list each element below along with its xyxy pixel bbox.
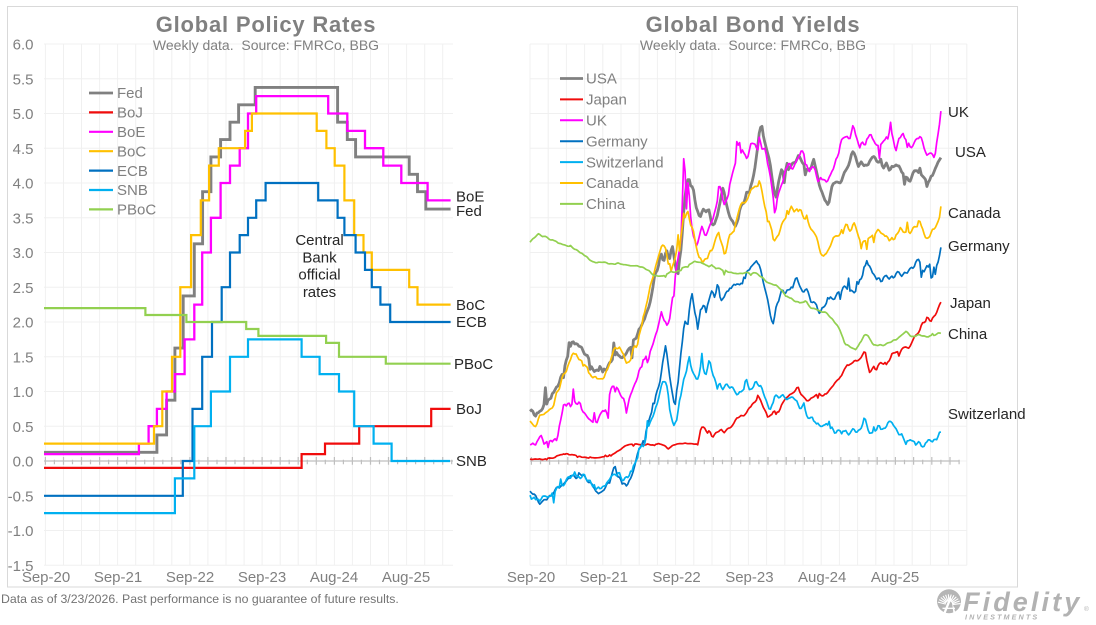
svg-text:INVESTMENTS: INVESTMENTS	[965, 613, 1039, 622]
svg-text:0.0: 0.0	[13, 454, 34, 471]
svg-text:Central: Central	[295, 232, 343, 249]
svg-text:Japan: Japan	[950, 295, 991, 312]
svg-text:®: ®	[1084, 605, 1089, 613]
svg-text:China: China	[948, 326, 988, 343]
svg-text:-1.5: -1.5	[8, 558, 34, 575]
svg-text:UK: UK	[586, 113, 607, 130]
svg-text:BoC: BoC	[456, 297, 485, 314]
svg-text:-0.5: -0.5	[8, 488, 34, 505]
svg-text:Sep-23: Sep-23	[725, 569, 773, 586]
svg-text:Japan: Japan	[586, 92, 627, 109]
svg-text:Aug-25: Aug-25	[382, 569, 430, 586]
svg-text:BoE: BoE	[456, 189, 484, 206]
svg-text:PBoC: PBoC	[454, 356, 493, 373]
svg-text:5.0: 5.0	[13, 106, 34, 123]
svg-text:BoJ: BoJ	[456, 401, 482, 418]
svg-text:Weekly data. Source: FMRCo, B: Weekly data. Source: FMRCo, BBG	[640, 37, 866, 53]
svg-text:Data as of 3/23/2026. Past per: Data as of 3/23/2026. Past performance i…	[1, 592, 399, 606]
svg-text:Switzerland: Switzerland	[586, 154, 664, 171]
svg-text:Fidelity: Fidelity	[963, 587, 1082, 617]
svg-text:3.5: 3.5	[13, 210, 34, 227]
svg-text:SNB: SNB	[117, 182, 148, 199]
svg-text:Aug-24: Aug-24	[310, 569, 358, 586]
svg-text:Switzerland: Switzerland	[948, 406, 1026, 423]
svg-text:China: China	[586, 196, 626, 213]
svg-text:rates: rates	[303, 284, 336, 301]
svg-text:Weekly data. Source: FMRCo, B: Weekly data. Source: FMRCo, BBG	[153, 37, 379, 53]
svg-text:Aug-25: Aug-25	[871, 569, 919, 586]
svg-text:Germany: Germany	[948, 238, 1010, 255]
svg-text:Sep-20: Sep-20	[507, 569, 555, 586]
svg-text:Sep-22: Sep-22	[166, 569, 214, 586]
svg-text:-1.0: -1.0	[8, 523, 34, 540]
svg-text:0.5: 0.5	[13, 419, 34, 436]
svg-text:official: official	[298, 267, 340, 284]
svg-text:Sep-21: Sep-21	[94, 569, 142, 586]
svg-text:UK: UK	[948, 104, 969, 121]
svg-text:Canada: Canada	[948, 205, 1001, 222]
svg-text:Sep-23: Sep-23	[238, 569, 286, 586]
svg-text:5.5: 5.5	[13, 71, 34, 88]
svg-text:Canada: Canada	[586, 175, 639, 192]
svg-text:BoJ: BoJ	[117, 105, 143, 122]
svg-text:PBoC: PBoC	[117, 202, 156, 219]
svg-text:BoE: BoE	[117, 124, 145, 141]
svg-text:ECB: ECB	[456, 314, 487, 331]
svg-text:1.0: 1.0	[13, 384, 34, 401]
svg-text:Sep-22: Sep-22	[652, 569, 700, 586]
svg-text:Sep-21: Sep-21	[580, 569, 628, 586]
svg-text:Fed: Fed	[117, 85, 143, 102]
svg-text:Fed: Fed	[456, 203, 482, 220]
svg-text:2.0: 2.0	[13, 315, 34, 332]
svg-text:Germany: Germany	[586, 133, 648, 150]
svg-text:6.0: 6.0	[13, 37, 34, 54]
svg-text:Bank: Bank	[302, 249, 337, 266]
svg-text:4.0: 4.0	[13, 176, 34, 193]
svg-text:Global Policy Rates: Global Policy Rates	[156, 12, 377, 37]
svg-text:Sep-20: Sep-20	[22, 569, 70, 586]
svg-text:Aug-24: Aug-24	[798, 569, 846, 586]
svg-text:2.5: 2.5	[13, 280, 34, 297]
svg-text:USA: USA	[955, 144, 986, 161]
svg-text:USA: USA	[586, 71, 617, 88]
svg-text:ECB: ECB	[117, 163, 148, 180]
svg-text:3.0: 3.0	[13, 245, 34, 262]
svg-text:Global Bond Yields: Global Bond Yields	[646, 12, 861, 37]
svg-text:SNB: SNB	[456, 453, 487, 470]
svg-text:1.5: 1.5	[13, 349, 34, 366]
svg-text:4.5: 4.5	[13, 141, 34, 158]
svg-text:BoC: BoC	[117, 143, 146, 160]
